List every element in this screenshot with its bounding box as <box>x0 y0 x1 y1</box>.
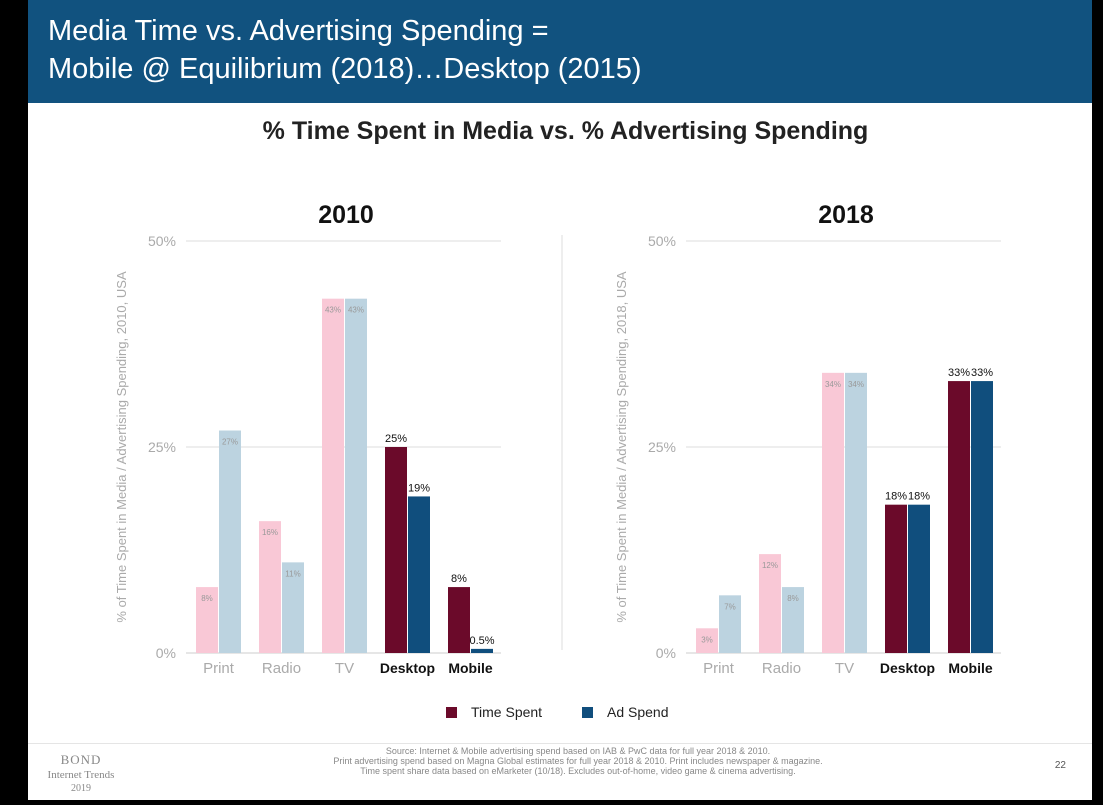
chart-2018-bar-ad-spend <box>845 372 867 653</box>
chart-2018-data-label: 34% <box>848 380 864 389</box>
chart-2010-bar-ad-spend <box>471 648 493 653</box>
chart-2010-x-tick-label: Print <box>203 660 235 677</box>
chart-2010-x-tick-label: Desktop <box>380 660 435 676</box>
chart-2010-bar-ad-spend <box>345 298 367 653</box>
chart-2010-data-label: 19% <box>408 482 430 494</box>
chart-2010-data-label: 8% <box>201 594 213 603</box>
source-line-3: Time spent share data based on eMarketer… <box>360 766 796 776</box>
bond-logo-line-1: BOND <box>60 752 102 767</box>
chart-2018-bar-time-spent <box>759 554 781 653</box>
chart-2010-bar-time-spent <box>385 447 407 653</box>
chart-2010-bar-time-spent <box>322 298 344 653</box>
chart-2018-y-axis-label: % of Time Spent in Media / Advertising S… <box>614 271 629 623</box>
chart-2010-title: 2010 <box>318 201 374 229</box>
chart-2010-data-label: 25% <box>385 433 407 445</box>
legend-item-ad-spend: Ad Spend <box>582 704 669 720</box>
footer-divider <box>28 743 1092 744</box>
chart-2018-x-tick-label: Print <box>703 660 735 677</box>
chart-2018-bar-ad-spend <box>908 504 930 653</box>
bond-logo-line-2: Internet Trends <box>47 769 115 781</box>
chart-2018-bar-time-spent <box>885 504 907 653</box>
chart-2018-title: 2018 <box>818 201 874 229</box>
chart-2018-bar-ad-spend <box>719 595 741 653</box>
chart-2010-y-tick-label: 0% <box>156 645 176 661</box>
slide: Media Time vs. Advertising Spending = Mo… <box>28 0 1092 800</box>
chart-2018-y-tick-label: 0% <box>656 645 676 661</box>
legend-swatch-time-spent <box>446 706 457 718</box>
chart-2010-y-axis-label: % of Time Spent in Media / Advertising S… <box>114 271 129 623</box>
chart-2018-bar-ad-spend <box>971 381 993 653</box>
chart-2018-bar-time-spent <box>948 381 970 653</box>
chart-2018-y-tick-label: 25% <box>648 439 676 455</box>
chart-2018-data-label: 33% <box>948 367 970 379</box>
chart-2010-x-tick-label: Mobile <box>448 660 493 676</box>
source-line-2: Print advertising spend based on Magna G… <box>333 756 823 766</box>
chart-2018-x-tick-label: TV <box>835 660 854 677</box>
chart-2018-data-label: 7% <box>724 602 736 611</box>
chart-2018-data-label: 8% <box>787 594 799 603</box>
chart-2010-data-label: 11% <box>285 569 300 578</box>
chart-2018-data-label: 34% <box>825 380 841 389</box>
chart-2018-bar-time-spent <box>822 372 844 653</box>
chart-2018-data-label: 18% <box>885 491 907 503</box>
chart-2010-bar-ad-spend <box>219 430 241 653</box>
charts-canvas: 2010 0% 25% 50% % of Time Spent in Media / A… <box>114 201 1001 677</box>
chart-2010-data-label: 8% <box>451 573 467 585</box>
chart-2018-bar-ad-spend <box>782 587 804 653</box>
chart-2010-y-tick-label: 25% <box>148 439 176 455</box>
header-banner: Media Time vs. Advertising Spending = Mo… <box>28 0 1092 103</box>
chart-2010-data-label: 27% <box>222 438 238 447</box>
chart-2018-x-tick-label: Desktop <box>880 660 935 676</box>
bond-logo-line-3: 2019 <box>71 783 91 794</box>
page-number: 22 <box>1054 760 1066 771</box>
chart-2018-data-label: 33% <box>971 367 993 379</box>
chart-2010-data-label: 43% <box>348 306 364 315</box>
chart-2010-bar-ad-spend <box>408 496 430 653</box>
slide-title-line-1: Media Time vs. Advertising Spending = <box>48 15 549 47</box>
legend-label-time-spent: Time Spent <box>471 704 543 720</box>
chart-2018-y-tick-label: 50% <box>648 233 676 249</box>
legend: Time Spent Ad Spend <box>28 704 1092 724</box>
chart-2010-x-tick-label: Radio <box>262 660 301 677</box>
source-line-1: Source: Internet & Mobile advertising sp… <box>385 746 771 756</box>
chart-2010-data-label: 43% <box>325 306 341 315</box>
source-note: Source: Internet & Mobile advertising sp… <box>268 746 888 776</box>
chart-2010-data-label: 16% <box>262 528 278 537</box>
chart-2018-data-label: 3% <box>701 635 713 644</box>
chart-2010-bar-ad-spend <box>282 562 304 653</box>
chart-2010-x-tick-label: TV <box>335 660 354 677</box>
chart-2018-x-tick-label: Mobile <box>948 660 993 676</box>
chart-2010-bar-time-spent <box>259 521 281 653</box>
chart-2018-bar-time-spent <box>696 628 718 653</box>
chart-2018-x-tick-label: Radio <box>762 660 801 677</box>
slide-title-line-2: Mobile @ Equilibrium (2018)…Desktop (201… <box>48 53 642 85</box>
bond-logo: BOND Internet Trends 2019 <box>28 752 134 794</box>
chart-2018-data-label: 12% <box>762 561 778 570</box>
chart-2018-data-label: 18% <box>908 491 930 503</box>
legend-swatch-ad-spend <box>582 706 593 718</box>
chart-2010-y-tick-label: 50% <box>148 233 176 249</box>
legend-label-ad-spend: Ad Spend <box>607 704 669 720</box>
chart-subtitle: % Time Spent in Media vs. % Advertising … <box>262 117 869 145</box>
chart-2010-data-label: 0.5% <box>469 635 494 647</box>
chart-2010-bar-time-spent <box>196 587 218 653</box>
legend-item-time-spent: Time Spent <box>446 704 542 720</box>
chart-2010-bar-time-spent <box>448 587 470 653</box>
